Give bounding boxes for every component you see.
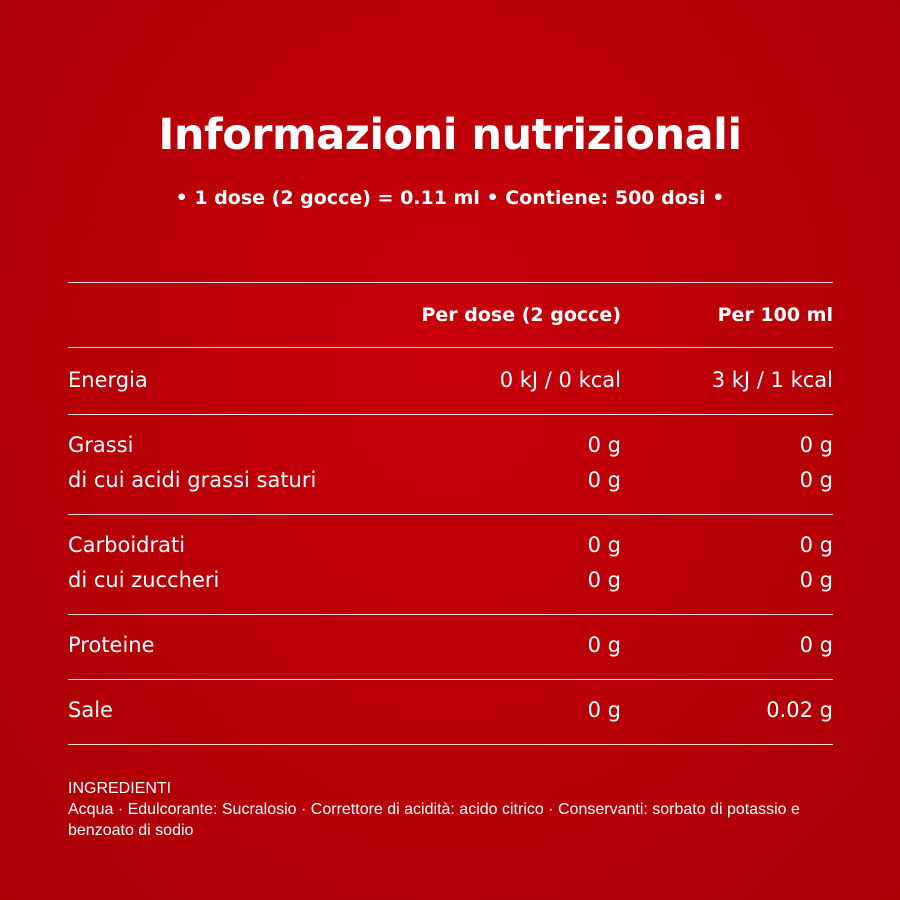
table-row: Carboidrati 0 g 0 g — [68, 528, 833, 563]
table-header-row: Per dose (2 gocce) Per 100 ml — [68, 283, 833, 347]
table-divider — [68, 679, 833, 680]
nutrient-group-salt: Sale 0 g 0.02 g — [68, 680, 833, 744]
per-dose-value: 0 g — [587, 533, 621, 557]
table-divider — [68, 514, 833, 515]
per-dose-value: 0 g — [587, 568, 621, 592]
table-row: Proteine 0 g 0 g — [68, 628, 833, 663]
nutrient-group-carbohydrates: Carboidrati 0 g 0 g di cui zuccheri 0 g … — [68, 515, 833, 614]
per-dose-value: 0 kJ / 0 kcal — [499, 368, 621, 392]
per-dose-value: 0 g — [587, 468, 621, 492]
table-row: Grassi 0 g 0 g — [68, 428, 833, 463]
column-header-per-100ml: Per 100 ml — [717, 304, 833, 326]
table-row: di cui zuccheri 0 g 0 g — [68, 563, 833, 598]
table-divider — [68, 414, 833, 415]
per-dose-value: 0 g — [587, 698, 621, 722]
nutrient-group-protein: Proteine 0 g 0 g — [68, 615, 833, 679]
table-divider — [68, 614, 833, 615]
per-100ml-value: 0 g — [799, 433, 833, 457]
serving-info: • 1 dose (2 gocce) = 0.11 ml • Contiene:… — [175, 187, 725, 209]
nutrient-label: Carboidrati — [68, 533, 186, 557]
per-100ml-value: 0 g — [799, 633, 833, 657]
nutrient-group-energy: Energia 0 kJ / 0 kcal 3 kJ / 1 kcal — [68, 348, 833, 414]
table-row: Energia 0 kJ / 0 kcal 3 kJ / 1 kcal — [68, 363, 833, 398]
nutrient-label: di cui acidi grassi saturi — [68, 468, 317, 492]
nutrient-label: Grassi — [68, 433, 134, 457]
table-divider — [68, 282, 833, 283]
table-row: di cui acidi grassi saturi 0 g 0 g — [68, 463, 833, 498]
per-dose-value: 0 g — [587, 633, 621, 657]
nutrient-group-fats: Grassi 0 g 0 g di cui acidi grassi satur… — [68, 415, 833, 514]
nutrient-label: Proteine — [68, 633, 155, 657]
page-title: Informazioni nutrizionali — [158, 110, 742, 160]
per-100ml-value: 0.02 g — [766, 698, 833, 722]
nutrient-label: Sale — [68, 698, 113, 722]
per-100ml-value: 0 g — [799, 568, 833, 592]
table-divider — [68, 347, 833, 348]
per-100ml-value: 0 g — [799, 468, 833, 492]
per-dose-value: 0 g — [587, 433, 621, 457]
table-divider — [68, 744, 833, 745]
per-100ml-value: 0 g — [799, 533, 833, 557]
column-header-per-dose: Per dose (2 gocce) — [421, 304, 621, 326]
nutrition-table: Per dose (2 gocce) Per 100 ml Energia 0 … — [68, 282, 833, 745]
nutrient-label: di cui zuccheri — [68, 568, 220, 592]
table-row: Sale 0 g 0.02 g — [68, 693, 833, 728]
per-100ml-value: 3 kJ / 1 kcal — [711, 368, 833, 392]
ingredients-title: INGREDIENTI — [68, 780, 172, 797]
ingredients-section: INGREDIENTI Acqua · Edulcorante: Sucralo… — [68, 778, 848, 841]
ingredients-text: Acqua · Edulcorante: Sucralosio · Corret… — [68, 801, 800, 839]
nutrient-label: Energia — [68, 368, 148, 392]
